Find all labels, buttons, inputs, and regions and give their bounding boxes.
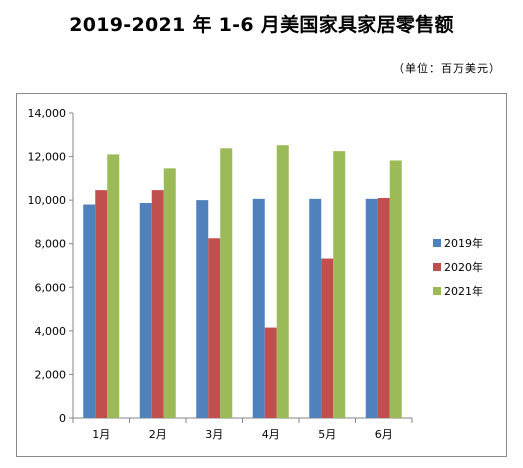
bar-2021年-6月 [389,160,402,418]
y-tick-label: 14,000 [28,107,67,120]
bar-2020年-4月 [264,327,277,418]
x-tick-label: 5月 [318,428,336,441]
y-tick-label: 2,000 [35,368,67,381]
y-tick-label: 8,000 [35,238,67,251]
legend-label-2021年: 2021年 [444,284,483,298]
bar-2019年-5月 [309,198,322,418]
bar-2020年-2月 [151,190,164,418]
x-tick-label: 3月 [205,428,223,441]
bar-2019年-2月 [139,202,152,418]
legend-label-2020年: 2020年 [444,260,483,274]
bar-2021年-4月 [276,145,289,418]
bar-2019年-3月 [196,200,209,418]
y-tick-label: 10,000 [28,194,67,207]
legend-swatch-2020年 [433,263,441,271]
legend-swatch-2019年 [433,239,441,247]
bar-2021年-2月 [163,168,176,418]
bar-2020年-1月 [95,190,108,418]
bar-2021年-5月 [333,151,346,418]
bar-2019年-4月 [252,198,265,418]
bar-2021年-1月 [107,154,120,418]
x-tick-label: 1月 [92,428,110,441]
x-tick-label: 4月 [262,428,280,441]
chart-title: 2019-2021 年 1-6 月美国家具家居零售额 [69,14,454,36]
legend-swatch-2021年 [433,287,441,295]
x-tick-label: 6月 [375,428,393,441]
y-tick-label: 6,000 [35,281,67,294]
bar-2021年-3月 [220,148,233,419]
bar-2020年-3月 [208,238,221,418]
bar-2020年-6月 [377,197,390,418]
bar-2019年-6月 [365,198,378,418]
bar-2020年-5月 [321,258,334,418]
bar-2019年-1月 [83,204,96,418]
unit-note: （单位：百万美元） [393,62,501,75]
x-tick-label: 2月 [149,428,167,441]
y-tick-label: 12,000 [28,151,67,164]
y-tick-label: 0 [59,412,66,425]
y-tick-label: 4,000 [35,325,67,338]
legend-label-2019年: 2019年 [444,236,483,250]
